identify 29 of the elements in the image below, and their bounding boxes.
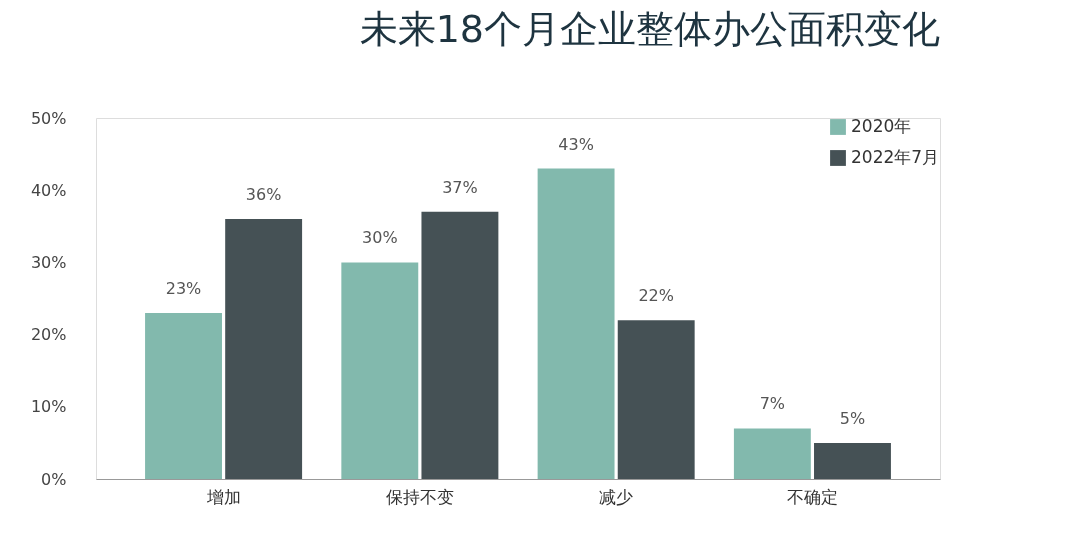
data-label: 23% [165,278,202,298]
y-tick-label: 30% [30,252,67,272]
bar [421,211,499,479]
y-tick-label: 10% [30,397,67,417]
data-label: 30% [362,228,398,248]
data-label: 37% [442,177,478,197]
y-tick-label: 20% [30,325,67,345]
bar [733,428,811,479]
legend-label: 2020年 [851,116,912,136]
bar [814,442,891,479]
data-label: 36% [245,185,282,205]
bar [341,262,419,479]
data-label: 5% [839,408,866,428]
bar [145,312,222,479]
data-label: 7% [759,394,786,414]
bar [537,168,615,479]
legend-label: 2022年7月 [851,147,940,167]
y-tick-label: 40% [30,180,67,200]
x-tick-label: 减少 [599,486,634,507]
bar [617,320,695,479]
chart-title: 未来18个月企业整体办公面积变化 [359,7,940,51]
y-tick-label: 50% [30,108,67,128]
x-tick-label: 保持不变 [385,486,454,507]
bar [225,219,303,479]
x-tick-label: 不确定 [786,486,838,507]
data-label: 43% [558,134,594,154]
y-tick-label: 0% [41,469,67,489]
data-label: 22% [638,286,674,306]
x-tick-label: 增加 [205,486,241,507]
